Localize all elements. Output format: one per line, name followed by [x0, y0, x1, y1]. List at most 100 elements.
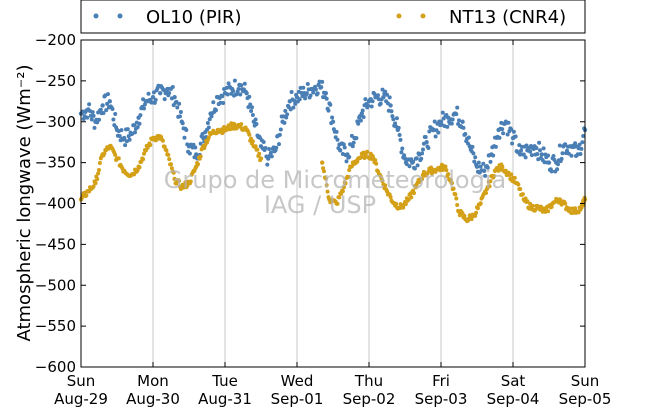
x-tick-label-day: Sun: [67, 372, 96, 390]
data-point: [110, 106, 115, 111]
data-point: [443, 164, 448, 169]
data-point: [440, 168, 445, 173]
data-point: [98, 107, 103, 112]
series-0: [78, 78, 588, 178]
data-point: [424, 139, 429, 145]
data-point: [500, 127, 505, 132]
data-point: [519, 148, 524, 153]
x-axis: SunAug-29MonAug-30TueAug-31WedSep-01ThuS…: [54, 40, 611, 408]
data-point: [528, 201, 533, 206]
data-point: [282, 120, 287, 125]
y-tick-label: −350: [35, 154, 76, 172]
data-point: [473, 155, 478, 160]
data-point: [150, 95, 156, 100]
data-point: [125, 127, 130, 132]
data-point: [485, 165, 490, 170]
x-tick-label-date: Sep-02: [343, 390, 396, 408]
data-point: [394, 201, 398, 206]
data-point: [383, 183, 388, 188]
data-point: [292, 98, 297, 103]
data-point: [556, 162, 560, 167]
data-point: [427, 129, 432, 134]
legend-label: NT13 (CNR4): [449, 7, 566, 28]
data-point: [398, 202, 403, 207]
data-point: [214, 108, 218, 113]
data-point: [488, 159, 493, 164]
data-point: [523, 155, 528, 160]
x-tick-label-day: Thu: [354, 372, 383, 390]
data-point: [478, 201, 483, 206]
data-point: [249, 109, 254, 114]
data-point: [328, 102, 333, 107]
data-point: [516, 182, 521, 187]
data-point: [394, 116, 399, 121]
data-point: [132, 123, 137, 128]
data-point: [232, 78, 237, 83]
data-point: [347, 154, 352, 159]
data-point: [221, 100, 226, 105]
data-point: [356, 121, 361, 126]
data-point: [569, 153, 574, 158]
data-point: [142, 151, 146, 156]
data-point: [182, 135, 187, 140]
data-point: [555, 167, 560, 172]
data-point: [97, 117, 101, 122]
data-point: [472, 159, 477, 164]
data-point: [505, 132, 510, 137]
data-point: [137, 121, 142, 126]
data-point: [205, 120, 210, 125]
data-point: [289, 90, 294, 95]
data-point: [454, 112, 459, 117]
data-point: [421, 147, 425, 152]
data-point: [403, 201, 408, 206]
data-point: [476, 160, 481, 165]
data-point: [484, 190, 488, 195]
data-point: [529, 153, 534, 158]
data-points: [78, 78, 588, 224]
y-tick-label: −300: [35, 113, 76, 131]
data-point: [84, 193, 89, 198]
data-point: [169, 162, 173, 167]
series-1: [78, 121, 588, 224]
data-point: [509, 172, 514, 177]
data-point: [518, 186, 523, 191]
data-point: [520, 192, 525, 197]
data-point: [107, 99, 113, 104]
data-point: [390, 114, 395, 119]
data-point: [93, 180, 98, 186]
data-point: [438, 119, 444, 124]
data-point: [97, 161, 102, 166]
data-point: [89, 117, 94, 122]
data-point: [253, 117, 258, 122]
data-point: [320, 160, 325, 165]
data-point: [373, 158, 378, 163]
data-point: [123, 143, 128, 148]
data-point: [493, 144, 498, 149]
data-point: [301, 85, 306, 90]
data-point: [393, 121, 398, 126]
data-point: [92, 125, 97, 130]
data-point: [380, 179, 385, 184]
data-point: [323, 176, 328, 181]
data-point: [343, 181, 348, 186]
data-point: [412, 166, 417, 171]
data-point: [267, 147, 272, 152]
data-point: [178, 114, 182, 119]
data-point: [563, 201, 568, 206]
data-point: [509, 127, 514, 132]
data-point: [492, 174, 497, 179]
data-point: [565, 148, 569, 153]
data-point: [226, 81, 231, 86]
data-point: [466, 135, 471, 140]
data-point: [549, 169, 554, 174]
data-point: [391, 117, 396, 122]
data-point: [265, 162, 270, 167]
data-point: [160, 138, 165, 143]
data-point: [474, 164, 480, 169]
data-point: [534, 145, 539, 150]
x-tick-label-date: Sep-04: [487, 390, 540, 408]
data-point: [411, 159, 416, 164]
data-point: [433, 134, 438, 139]
data-point: [167, 157, 172, 162]
data-point: [538, 148, 542, 153]
